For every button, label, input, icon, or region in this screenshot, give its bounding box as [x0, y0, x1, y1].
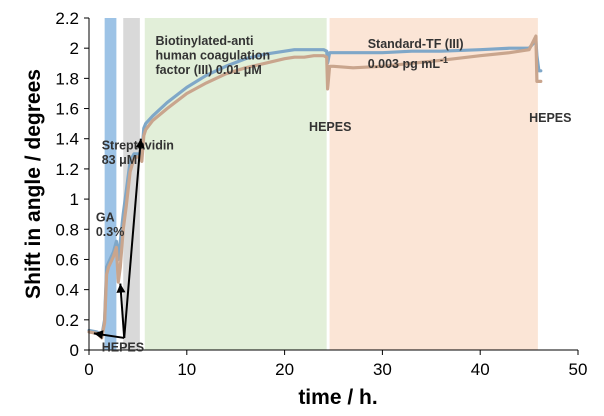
annotation-7: HEPES — [529, 111, 571, 125]
axes — [84, 17, 579, 355]
x-tick-label: 20 — [275, 360, 294, 379]
x-tick-label: 0 — [84, 360, 93, 379]
annotation-1: Biotinylated-anti human coagulation factor… — [156, 34, 271, 77]
x-tick-label: 50 — [569, 360, 588, 379]
annotations: Biotinylated-anti human coagulation factor… — [96, 34, 572, 354]
x-tick-label: 30 — [373, 360, 392, 379]
y-tick-label: 1 — [70, 190, 79, 209]
y-tick-label: 1.2 — [55, 160, 79, 179]
y-tick-label: 0.4 — [55, 281, 79, 300]
y-tick-label: 0.2 — [55, 311, 79, 330]
annotation-concentration: 0.003 pg mL-1 — [368, 55, 448, 71]
phase-regions — [104, 18, 538, 350]
y-tick-label: 0.8 — [55, 220, 79, 239]
phase-region-3 — [144, 18, 327, 350]
y-tick-label: 1.4 — [55, 130, 79, 149]
phase-region-2 — [123, 18, 140, 350]
series-line-2 — [87, 34, 543, 340]
y-axis-title: Shift in angle / degrees — [22, 69, 45, 299]
series-line-1 — [87, 38, 543, 338]
annotation-3: GA 0.3% — [96, 211, 125, 240]
y-tick-label: 0 — [70, 341, 79, 360]
phase-region-1 — [104, 18, 117, 350]
annotation-5: HEPES — [309, 120, 351, 134]
series-layer — [87, 34, 543, 340]
arrows — [93, 138, 145, 340]
arrow-3 — [123, 138, 145, 339]
phase-region-4 — [329, 18, 538, 350]
x-tick-label: 40 — [471, 360, 490, 379]
tick-labels: 0 0.2 0.4 0.6 0.8 1 1.2 1.4 1.6 1.8 2 2.2 0 10 20 30 40 5… — [55, 9, 587, 379]
y-tick-label: 2 — [70, 39, 79, 58]
x-tick-label: 10 — [177, 360, 196, 379]
y-tick-label: 1.8 — [55, 69, 79, 88]
y-tick-label: 0.6 — [55, 250, 79, 269]
y-tick-label: 1.6 — [55, 100, 79, 119]
arrow-2 — [116, 283, 126, 338]
x-axis-title: time / h. — [298, 386, 377, 409]
y-tick-label: 2.2 — [55, 9, 79, 28]
annotation-4: HEPES — [102, 341, 144, 355]
arrow-1 — [93, 330, 125, 340]
annotation-6: Standard-TF (III) — [368, 37, 464, 51]
